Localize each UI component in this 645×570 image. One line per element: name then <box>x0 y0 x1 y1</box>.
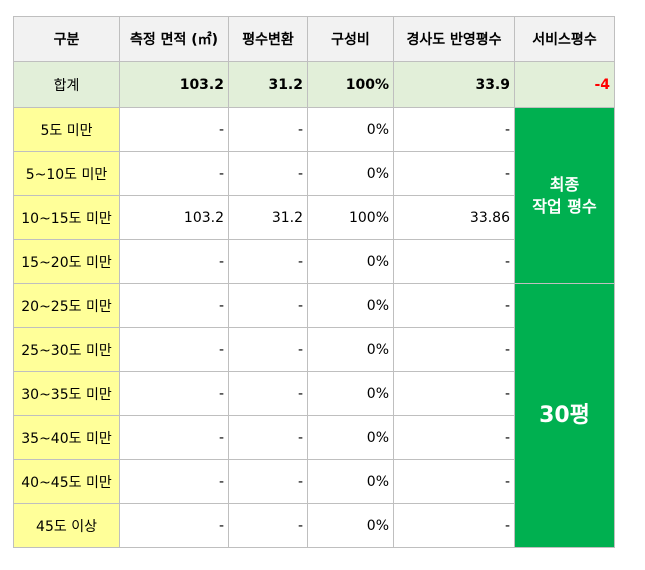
ratio-cell[interactable]: 0% <box>307 283 394 328</box>
table-row: 30~35도 미만 - - 0% - <box>13 371 615 416</box>
category-cell[interactable]: 5~10도 미만 <box>13 151 120 196</box>
ratio-cell[interactable]: 0% <box>307 107 394 152</box>
category-cell[interactable]: 25~30도 미만 <box>13 327 120 372</box>
area-cell[interactable]: - <box>119 107 229 152</box>
final-pyeong-cell[interactable]: 30평 <box>514 283 615 548</box>
ratio-cell[interactable]: 0% <box>307 151 394 196</box>
area-cell[interactable]: - <box>119 415 229 460</box>
table-row: 20~25도 미만 - - 0% - 30평 <box>13 283 615 548</box>
slope-pyeong-cell[interactable]: - <box>393 503 515 548</box>
total-service-cell[interactable]: -4 <box>514 61 615 108</box>
table-row: 35~40도 미만 - - 0% - <box>13 415 615 460</box>
header-cell-ratio[interactable]: 구성비 <box>307 16 394 62</box>
ratio-cell[interactable]: 0% <box>307 371 394 416</box>
pyeong-cell[interactable]: 31.2 <box>228 195 308 240</box>
category-cell[interactable]: 45도 이상 <box>13 503 120 548</box>
header-cell-slope-pyeong[interactable]: 경사도 반영평수 <box>393 16 515 62</box>
slope-pyeong-cell[interactable]: 33.86 <box>393 195 515 240</box>
pyeong-cell[interactable]: - <box>228 239 308 284</box>
header-cell-pyeong[interactable]: 평수변환 <box>228 16 308 62</box>
ratio-cell[interactable]: 0% <box>307 459 394 504</box>
category-cell[interactable]: 10~15도 미만 <box>13 195 120 240</box>
ratio-cell[interactable]: 0% <box>307 415 394 460</box>
ratio-cell[interactable]: 0% <box>307 327 394 372</box>
area-cell[interactable]: - <box>119 371 229 416</box>
area-cell[interactable]: - <box>119 239 229 284</box>
ratio-cell[interactable]: 0% <box>307 239 394 284</box>
final-label-line2: 작업 평수 <box>532 196 597 216</box>
table-row: 5~10도 미만 - - 0% - <box>13 151 615 196</box>
header-cell-area[interactable]: 측정 면적 (㎡) <box>119 16 229 62</box>
area-cell[interactable]: - <box>119 283 229 328</box>
pyeong-cell[interactable]: - <box>228 151 308 196</box>
total-slope-pyeong-cell[interactable]: 33.9 <box>393 61 515 108</box>
pyeong-cell[interactable]: - <box>228 503 308 548</box>
header-row: 구분 측정 면적 (㎡) 평수변환 구성비 경사도 반영평수 서비스평수 <box>13 16 615 62</box>
slope-pyeong-cell[interactable]: - <box>393 415 515 460</box>
area-cell[interactable]: - <box>119 459 229 504</box>
slope-pyeong-cell[interactable]: - <box>393 283 515 328</box>
pyeong-cell[interactable]: - <box>228 371 308 416</box>
category-cell[interactable]: 20~25도 미만 <box>13 283 120 328</box>
slope-area-table: 구분 측정 면적 (㎡) 평수변환 구성비 경사도 반영평수 서비스평수 합계 … <box>13 16 615 548</box>
slope-pyeong-cell[interactable]: - <box>393 151 515 196</box>
slope-pyeong-cell[interactable]: - <box>393 239 515 284</box>
pyeong-cell[interactable]: - <box>228 415 308 460</box>
final-work-area-cell[interactable]: 최종 작업 평수 <box>514 107 615 284</box>
category-cell[interactable]: 30~35도 미만 <box>13 371 120 416</box>
total-row: 합계 103.2 31.2 100% 33.9 -4 <box>13 61 615 108</box>
table-row: 40~45도 미만 - - 0% - <box>13 459 615 504</box>
pyeong-cell[interactable]: - <box>228 283 308 328</box>
slope-pyeong-cell[interactable]: - <box>393 327 515 372</box>
slope-pyeong-cell[interactable]: - <box>393 371 515 416</box>
header-cell-service[interactable]: 서비스평수 <box>514 16 615 62</box>
final-label-line1: 최종 <box>549 174 580 194</box>
total-ratio-cell[interactable]: 100% <box>307 61 394 108</box>
category-cell[interactable]: 15~20도 미만 <box>13 239 120 284</box>
total-label-cell[interactable]: 합계 <box>13 61 120 108</box>
area-cell[interactable]: - <box>119 151 229 196</box>
table-row: 10~15도 미만 103.2 31.2 100% 33.86 <box>13 195 615 240</box>
table-row: 5도 미만 - - 0% - 최종 작업 평수 <box>13 107 615 284</box>
pyeong-cell[interactable]: - <box>228 459 308 504</box>
ratio-cell[interactable]: 100% <box>307 195 394 240</box>
pyeong-cell[interactable]: - <box>228 327 308 372</box>
slope-pyeong-cell[interactable]: - <box>393 459 515 504</box>
category-cell[interactable]: 5도 미만 <box>13 107 120 152</box>
header-cell-category[interactable]: 구분 <box>13 16 120 62</box>
slope-pyeong-cell[interactable]: - <box>393 107 515 152</box>
pyeong-cell[interactable]: - <box>228 107 308 152</box>
table-row: 45도 이상 - - 0% - <box>13 503 615 548</box>
area-cell[interactable]: 103.2 <box>119 195 229 240</box>
category-cell[interactable]: 35~40도 미만 <box>13 415 120 460</box>
final-pyeong-value: 30평 <box>539 402 590 428</box>
category-cell[interactable]: 40~45도 미만 <box>13 459 120 504</box>
total-pyeong-cell[interactable]: 31.2 <box>228 61 308 108</box>
area-cell[interactable]: - <box>119 327 229 372</box>
total-area-cell[interactable]: 103.2 <box>119 61 229 108</box>
table-row: 25~30도 미만 - - 0% - <box>13 327 615 372</box>
ratio-cell[interactable]: 0% <box>307 503 394 548</box>
area-cell[interactable]: - <box>119 503 229 548</box>
